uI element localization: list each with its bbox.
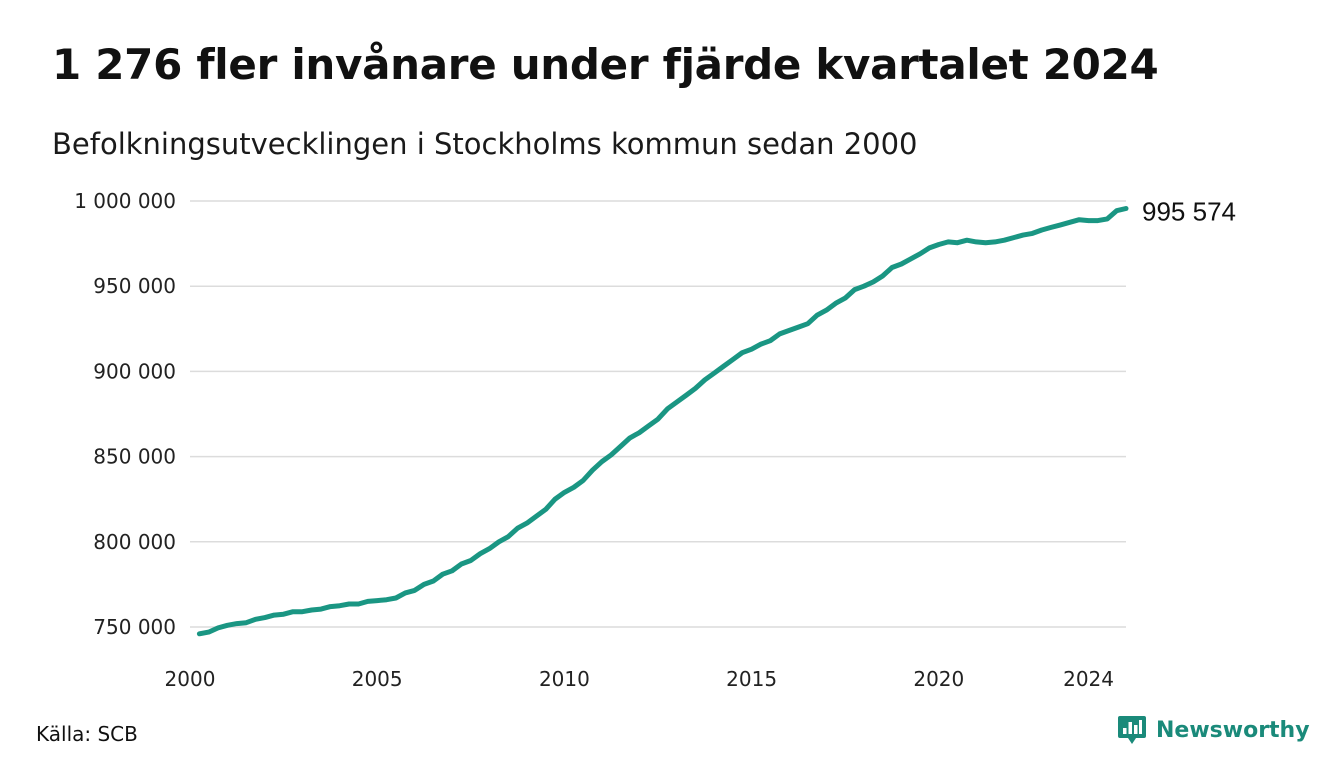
brand-name: Newsworthy bbox=[1156, 717, 1310, 743]
x-axis-tick-labels: 2000 2005 2010 2015 2020 2024 bbox=[165, 667, 1114, 691]
x-tick-label: 2024 bbox=[1063, 667, 1114, 691]
chart-subtitle: Befolkningsutvecklingen i Stockholms kom… bbox=[52, 127, 918, 161]
brand-logo: Newsworthy bbox=[1117, 714, 1310, 746]
y-tick-label: 800 000 bbox=[93, 530, 176, 554]
end-value-label: 995 574 bbox=[1142, 197, 1236, 227]
y-tick-label: 900 000 bbox=[93, 359, 176, 383]
y-tick-label: 1 000 000 bbox=[74, 189, 176, 213]
x-tick-label: 2005 bbox=[352, 667, 403, 691]
series-layer bbox=[196, 206, 1129, 637]
x-tick-label: 2020 bbox=[913, 667, 964, 691]
x-tick-label: 2000 bbox=[165, 667, 216, 691]
y-tick-label: 850 000 bbox=[93, 445, 176, 469]
y-tick-label: 750 000 bbox=[93, 615, 176, 639]
x-tick-label: 2010 bbox=[539, 667, 590, 691]
x-tick-label: 2015 bbox=[726, 667, 777, 691]
y-axis-tick-labels: 750 000 800 000 850 000 900 000 950 000 1 000… bbox=[74, 189, 176, 639]
newsworthy-logo-icon bbox=[1118, 716, 1146, 744]
y-tick-label: 950 000 bbox=[93, 274, 176, 298]
source-note: Källa: SCB bbox=[36, 722, 138, 746]
chart-title: 1 276 fler invånare under fjärde kvartal… bbox=[52, 40, 1159, 89]
gridlines bbox=[190, 200, 1126, 628]
population-series-line bbox=[196, 206, 1129, 637]
